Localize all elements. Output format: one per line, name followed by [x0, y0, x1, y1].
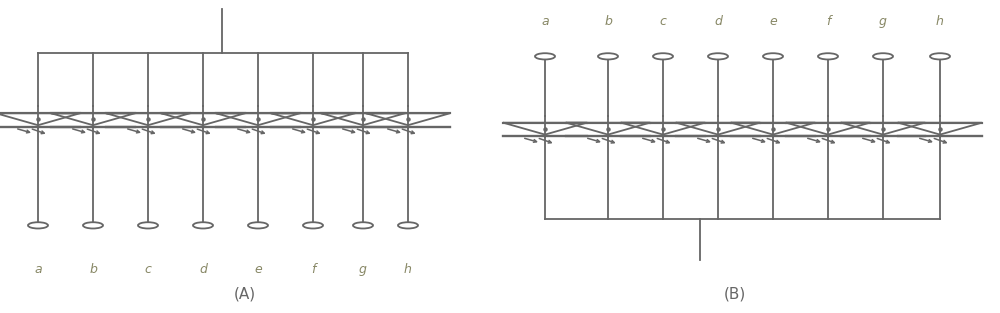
Text: f: f	[311, 263, 315, 276]
Text: d: d	[714, 15, 722, 28]
Text: h: h	[404, 263, 412, 276]
Text: b: b	[89, 263, 97, 276]
Text: a: a	[541, 15, 549, 28]
Text: d: d	[199, 263, 207, 276]
Text: b: b	[604, 15, 612, 28]
Text: h: h	[936, 15, 944, 28]
Text: e: e	[254, 263, 262, 276]
Text: g: g	[359, 263, 367, 276]
Text: c: c	[660, 15, 666, 28]
Text: e: e	[769, 15, 777, 28]
Text: (A): (A)	[234, 287, 256, 302]
Text: g: g	[879, 15, 887, 28]
Text: a: a	[34, 263, 42, 276]
Text: (B): (B)	[724, 287, 746, 302]
Text: c: c	[145, 263, 151, 276]
Text: f: f	[826, 15, 830, 28]
